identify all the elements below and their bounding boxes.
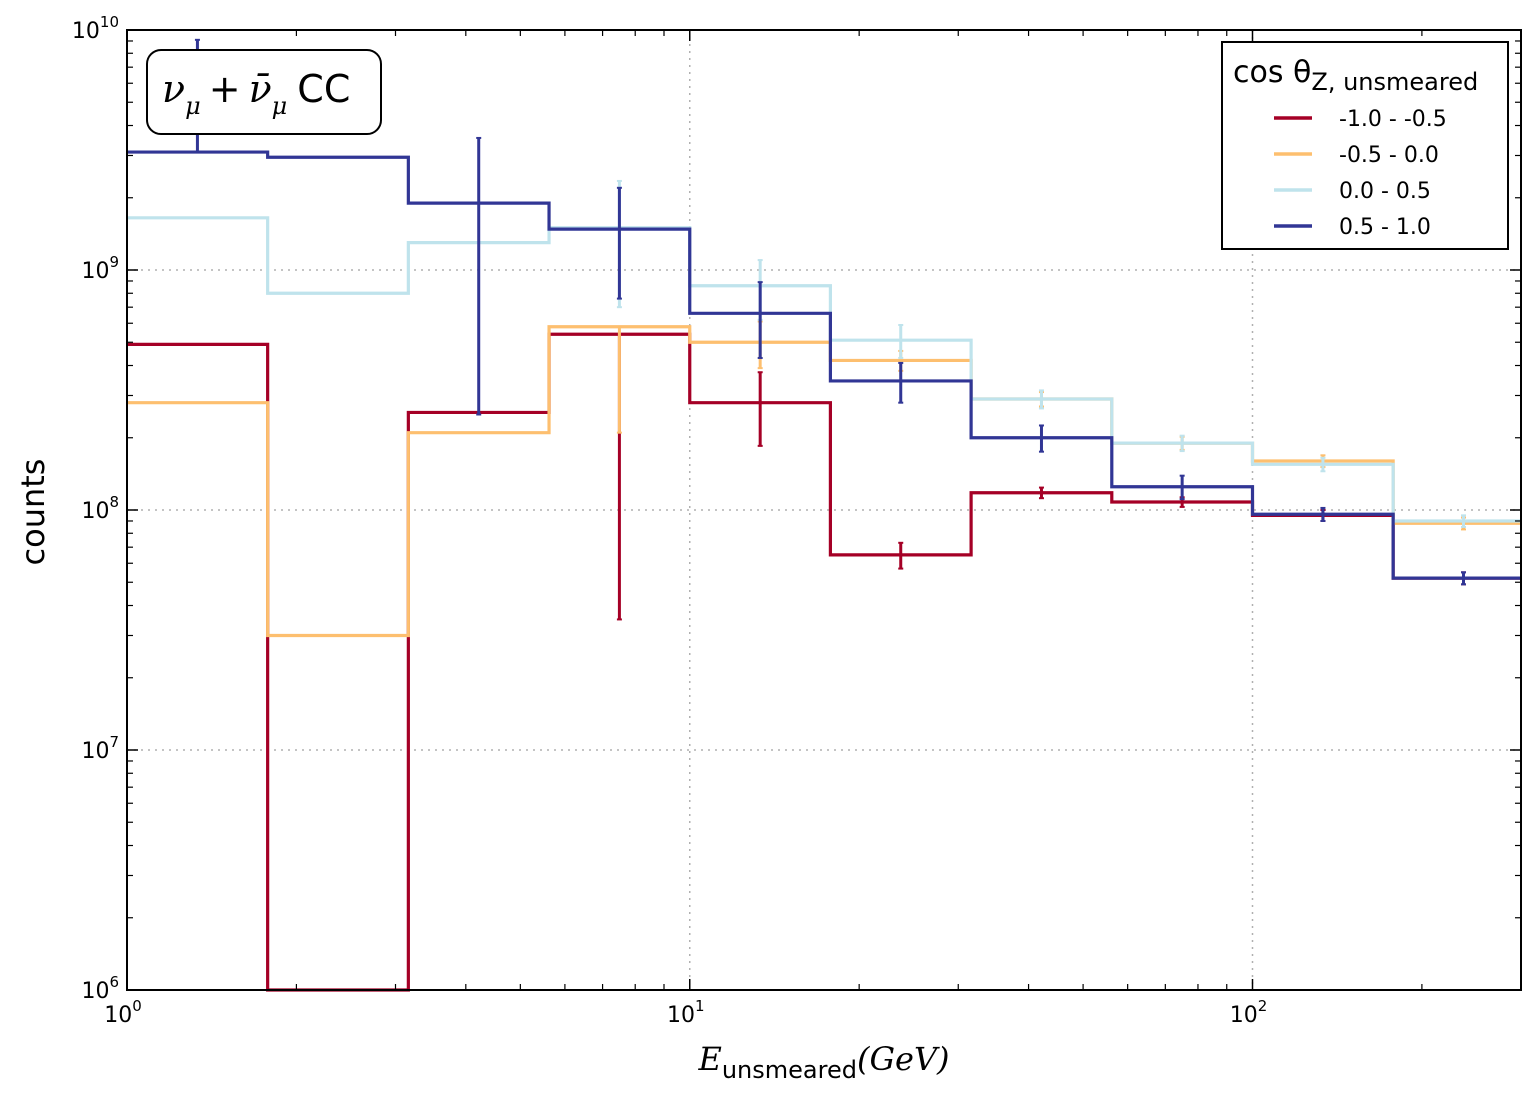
annotation-nu: ν — [162, 67, 185, 111]
x-tick-base-0: 10 — [104, 1003, 132, 1028]
x-tick-label-1: 101 — [667, 997, 705, 1028]
series-layer — [127, 38, 1521, 992]
x-tick-base-1: 10 — [667, 1003, 695, 1028]
x-tick-label-2: 102 — [1230, 997, 1268, 1028]
x-tick-exp-1: 1 — [695, 997, 705, 1015]
x-axis-label: Eunsmeared(GeV) — [697, 1040, 949, 1084]
legend: cos θZ, unsmeared -1.0 - -0.5 -0.5 - 0.0 0… — [1221, 41, 1509, 250]
y-tick-label-4: 1010 — [72, 13, 119, 44]
x-tick-exp-0: 0 — [132, 997, 142, 1015]
annotation-frame — [146, 49, 382, 135]
x-tick-exp-2: 2 — [1258, 997, 1268, 1015]
legend-entry-1: -0.5 - 0.0 — [1274, 143, 1439, 168]
legend-entry-2: 0.0 - 0.5 — [1274, 179, 1431, 204]
x-tick-base-2: 10 — [1230, 1003, 1258, 1028]
y-tick-base-0: 10 — [81, 979, 109, 1004]
x-tick-label-0: 100 — [104, 997, 142, 1028]
y-tick-label-1: 107 — [81, 733, 119, 764]
legend-label-1: -0.5 - 0.0 — [1339, 143, 1439, 168]
grid — [127, 30, 1521, 990]
legend-label-3: 0.5 - 1.0 — [1339, 215, 1431, 240]
y-tick-exp-3: 9 — [109, 253, 119, 271]
x-axis-label-sub: unsmeared — [722, 1056, 857, 1084]
y-tick-base-4: 10 — [72, 19, 100, 44]
y-tick-base-2: 10 — [81, 499, 109, 524]
annotation-mu-2: μ — [272, 92, 288, 120]
y-axis-label: counts — [14, 459, 52, 566]
legend-entry-3: 0.5 - 1.0 — [1274, 215, 1431, 240]
series-3-step-line — [127, 150, 1521, 580]
y-tick-label-0: 106 — [81, 973, 119, 1004]
y-tick-exp-2: 8 — [109, 493, 119, 511]
y-tick-label-3: 109 — [81, 253, 119, 284]
annotation-nubar: ν̄ — [249, 67, 272, 111]
annotation-mu-1: μ — [185, 92, 201, 120]
annotation-box: νμ + ν̄μ CC — [146, 49, 382, 135]
y-tick-base-3: 10 — [81, 259, 109, 284]
y-tick-exp-1: 7 — [109, 733, 119, 751]
annotation-plus: + — [209, 67, 241, 111]
annotation-tail: CC — [297, 67, 350, 111]
y-tick-base-1: 10 — [81, 739, 109, 764]
legend-title: cos θZ, unsmeared — [1233, 55, 1478, 96]
annotation-text: νμ + ν̄μ CC — [162, 67, 350, 120]
y-tick-exp-0: 6 — [109, 973, 119, 991]
legend-title-sub: Z, unsmeared — [1311, 68, 1478, 96]
x-axis-label-base: E — [697, 1040, 721, 1078]
y-tick-label-2: 108 — [81, 493, 119, 524]
legend-label-2: 0.0 - 0.5 — [1339, 179, 1431, 204]
x-axis-label-tail: (GeV) — [857, 1040, 950, 1078]
legend-label-0: -1.0 - -0.5 — [1339, 107, 1447, 132]
legend-title-main: cos θ — [1233, 55, 1311, 90]
y-tick-exp-4: 10 — [100, 13, 119, 31]
legend-entries: -1.0 - -0.5 -0.5 - 0.0 0.0 - 0.5 0.5 - 1.0 — [1274, 107, 1447, 240]
legend-entry-0: -1.0 - -0.5 — [1274, 107, 1447, 132]
legend-frame — [1221, 41, 1509, 250]
